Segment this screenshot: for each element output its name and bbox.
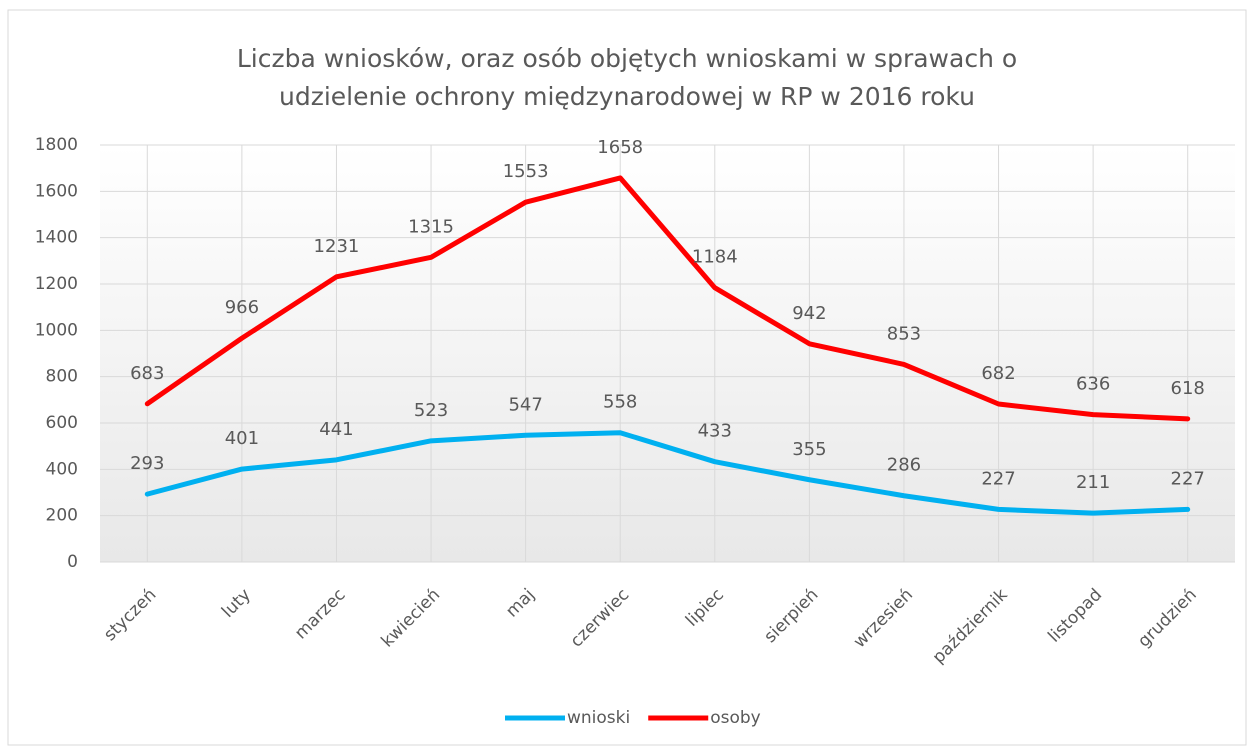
data-label: 942 bbox=[792, 303, 826, 324]
data-label: 227 bbox=[981, 468, 1015, 489]
y-tick-label: 800 bbox=[46, 367, 78, 387]
data-label: 523 bbox=[414, 400, 448, 421]
data-label: 1184 bbox=[692, 247, 738, 268]
data-label: 293 bbox=[130, 453, 164, 474]
y-tick-label: 200 bbox=[46, 506, 78, 526]
y-tick-label: 400 bbox=[46, 459, 78, 479]
data-label: 401 bbox=[225, 428, 259, 449]
data-label: 618 bbox=[1171, 378, 1205, 399]
data-label: 682 bbox=[981, 363, 1015, 384]
y-tick-label: 1200 bbox=[35, 274, 78, 294]
data-label: 227 bbox=[1171, 468, 1205, 489]
data-label: 1231 bbox=[314, 236, 360, 257]
data-label: 558 bbox=[603, 392, 637, 413]
data-label: 1658 bbox=[597, 137, 643, 158]
y-tick-label: 1000 bbox=[35, 320, 78, 340]
series-line bbox=[144, 430, 1191, 516]
data-label: 1315 bbox=[408, 216, 454, 237]
chart-title: Liczba wniosków, oraz osób objętych wnio… bbox=[237, 44, 1017, 73]
y-tick-label: 1800 bbox=[35, 135, 78, 155]
chart-title: udzielenie ochrony międzynarodowej w RP … bbox=[279, 82, 975, 111]
y-tick-label: 1600 bbox=[35, 181, 78, 201]
data-label: 966 bbox=[225, 297, 259, 318]
y-tick-label: 1400 bbox=[35, 228, 78, 248]
plot-area bbox=[100, 145, 1235, 562]
data-label: 441 bbox=[319, 419, 353, 440]
legend-label: osoby bbox=[710, 708, 761, 728]
data-label: 547 bbox=[508, 394, 542, 415]
data-label: 1553 bbox=[503, 161, 549, 182]
y-tick-label: 0 bbox=[67, 552, 78, 572]
data-label: 355 bbox=[792, 439, 826, 460]
series-line bbox=[144, 175, 1191, 422]
data-label: 636 bbox=[1076, 374, 1110, 395]
legend-label: wnioski bbox=[567, 708, 630, 728]
data-label: 853 bbox=[887, 323, 921, 344]
data-label: 211 bbox=[1076, 472, 1110, 493]
data-label: 286 bbox=[887, 455, 921, 476]
data-label: 433 bbox=[698, 421, 732, 442]
data-label: 683 bbox=[130, 363, 164, 384]
y-tick-label: 600 bbox=[46, 413, 78, 433]
